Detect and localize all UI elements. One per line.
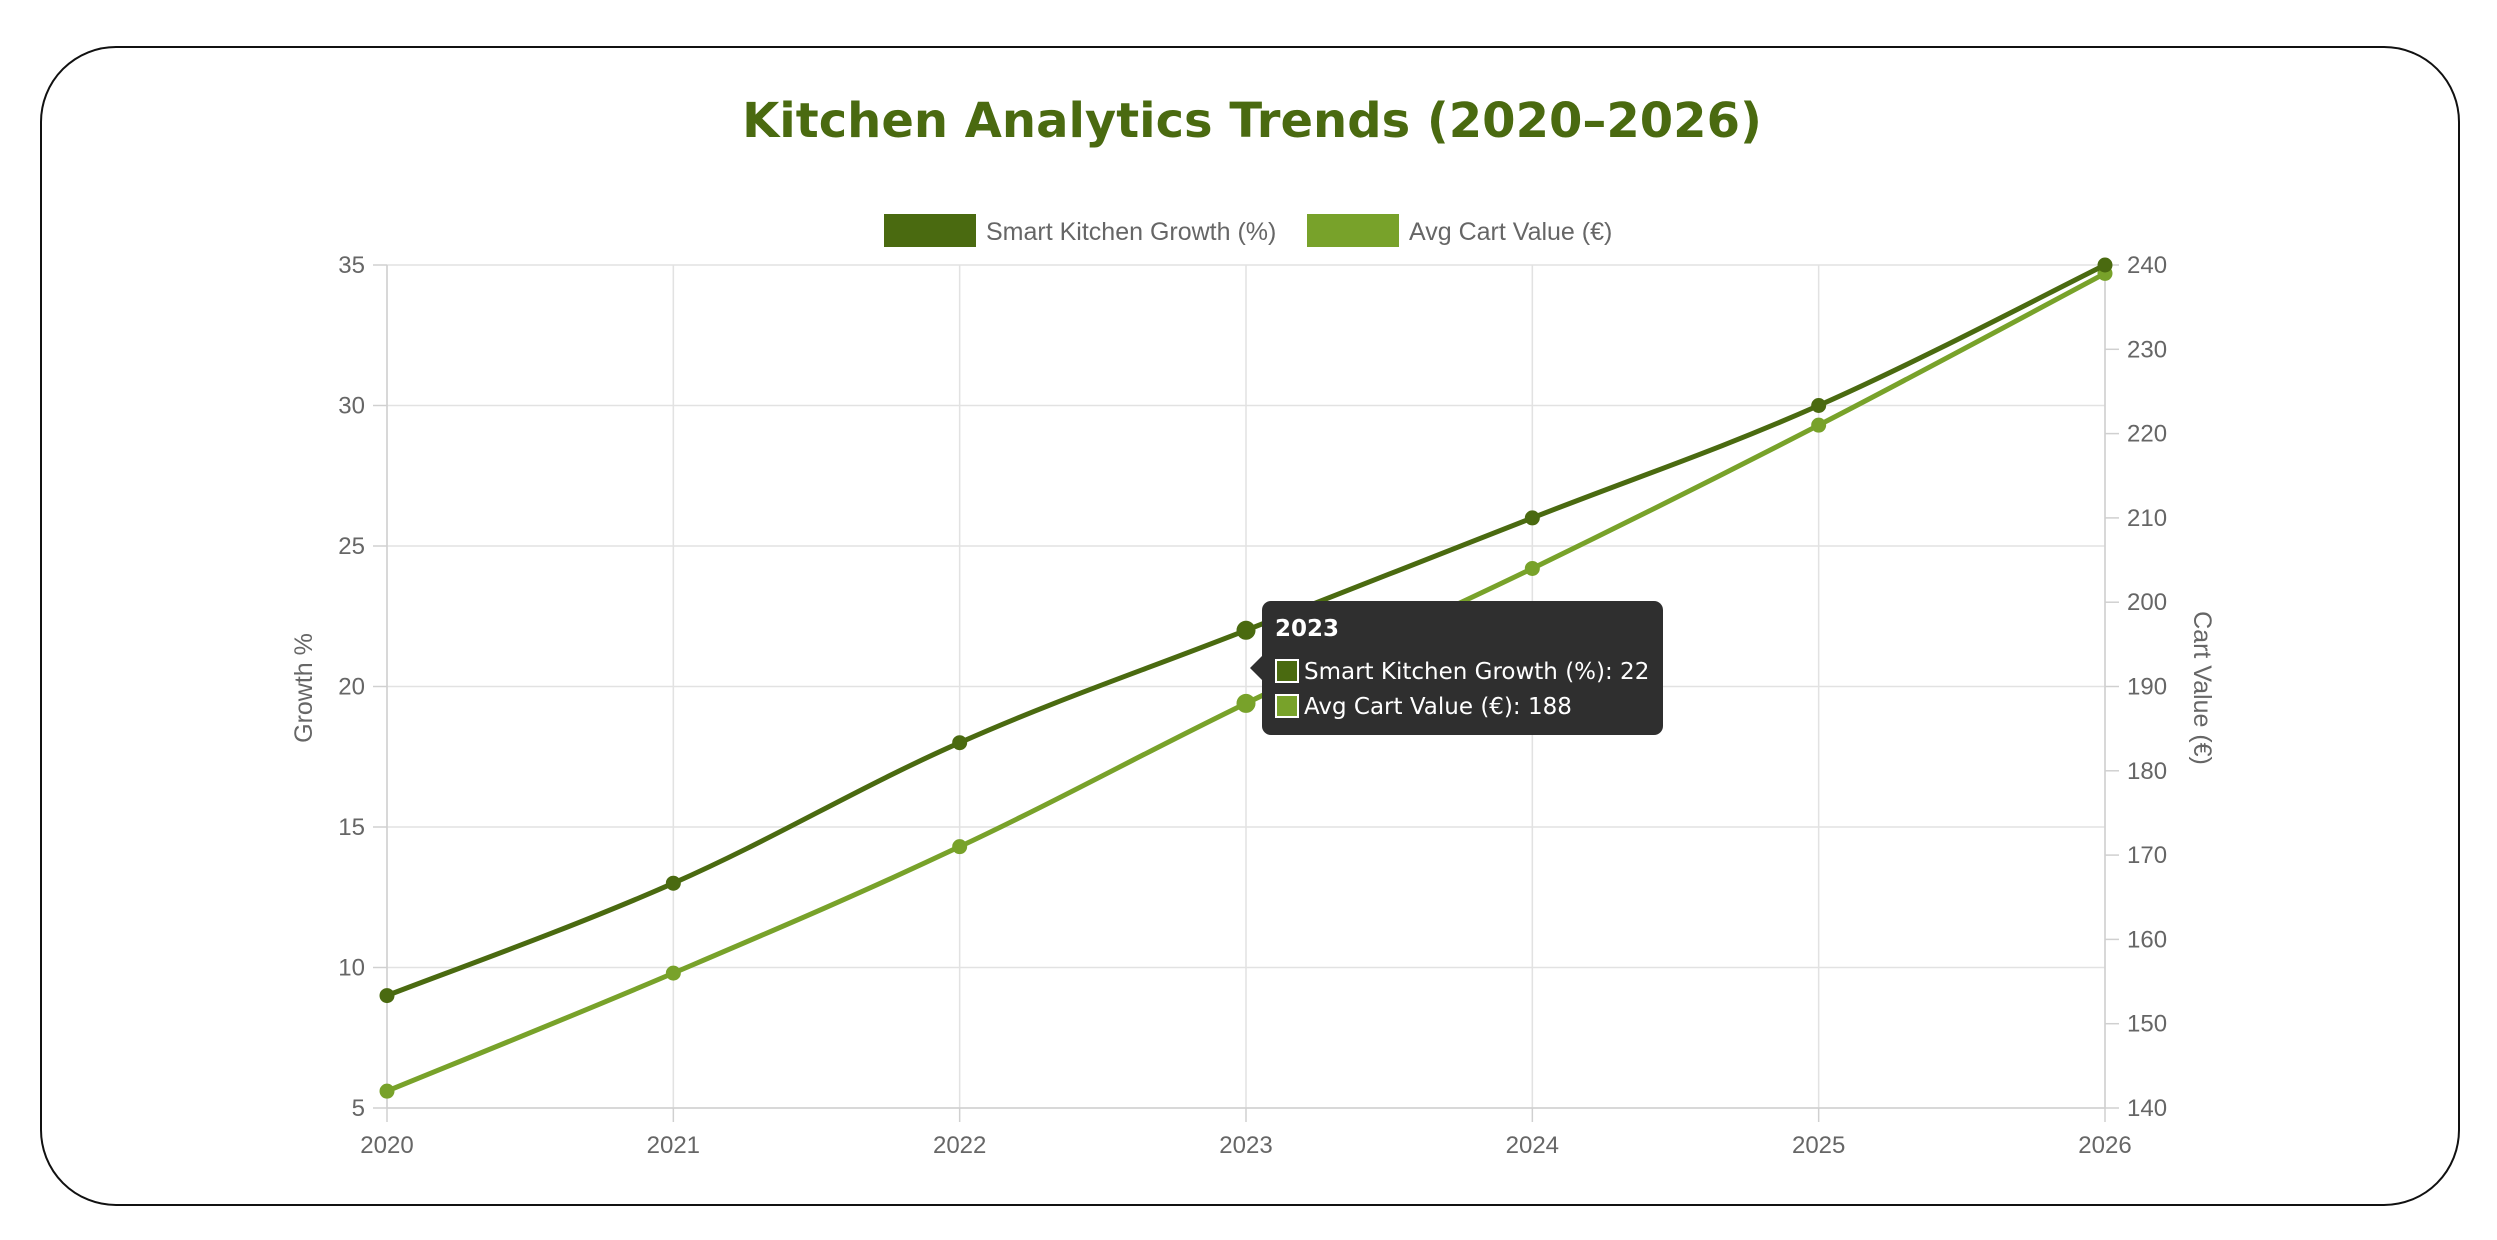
tooltip: 2023 Smart Kitchen Growth (%): 22 Avg Ca… <box>1250 601 1663 735</box>
y-right-tick-label: 190 <box>2127 674 2167 701</box>
y-right-tick-label: 220 <box>2127 421 2167 448</box>
y-right-tick-label: 200 <box>2127 589 2167 616</box>
y-right-tick-label: 180 <box>2127 758 2167 785</box>
data-point-growth[interactable] <box>1811 398 1827 413</box>
data-point-cart[interactable] <box>379 1083 395 1099</box>
tooltip-box <box>1262 601 1663 735</box>
tooltip-caret <box>1250 656 1262 680</box>
data-point-growth[interactable] <box>952 735 968 751</box>
legend: Smart Kitchen Growth (%) Avg Cart Value … <box>884 214 1612 247</box>
data-point-growth[interactable] <box>1236 620 1256 640</box>
y-right-axis-title: Cart Value (€) <box>2188 611 2216 765</box>
x-tick-label: 2021 <box>647 1132 700 1159</box>
x-tick-label: 2024 <box>1506 1132 1559 1159</box>
legend-label-cart[interactable]: Avg Cart Value (€) <box>1409 218 1612 246</box>
data-point-cart[interactable] <box>952 839 968 855</box>
data-point-growth[interactable] <box>379 988 395 1004</box>
y-left-tick-label: 5 <box>352 1095 365 1122</box>
data-point-cart[interactable] <box>1811 417 1827 433</box>
y-right-tick-label: 160 <box>2127 926 2167 953</box>
y-left-tick-label: 35 <box>338 252 365 279</box>
y-left-tick-label: 20 <box>338 674 365 701</box>
y-right-tick-label: 240 <box>2127 252 2167 279</box>
x-tick-label: 2023 <box>1219 1132 1272 1159</box>
data-point-cart[interactable] <box>1524 560 1540 576</box>
legend-swatch-cart[interactable] <box>1307 214 1399 247</box>
data-point-cart[interactable] <box>665 965 681 981</box>
tooltip-title: 2023 <box>1275 616 1339 642</box>
y-left-axis-title: Growth % <box>290 633 318 743</box>
y-left-tick-label: 25 <box>338 533 365 560</box>
axes: 35 30 25 20 15 10 5 240 230 220 210 200 190 180 170 160… <box>338 252 2167 1159</box>
x-tick-label: 2025 <box>1792 1132 1845 1159</box>
data-point-growth[interactable] <box>1524 510 1540 526</box>
x-tick-label: 2026 <box>2078 1132 2131 1159</box>
data-point-growth[interactable] <box>665 875 681 891</box>
y-right-tick-label: 170 <box>2127 842 2167 869</box>
tooltip-swatch-growth <box>1275 659 1299 683</box>
y-right-tick-label: 210 <box>2127 505 2167 532</box>
data-point-cart[interactable] <box>1236 693 1256 713</box>
series <box>379 257 2113 1099</box>
chart-title: Kitchen Analytics Trends (2020–2026) <box>742 93 1762 149</box>
tooltip-swatch-cart <box>1275 694 1299 718</box>
y-right-tick-label: 230 <box>2127 336 2167 363</box>
y-left-tick-label: 15 <box>338 814 365 841</box>
legend-label-growth[interactable]: Smart Kitchen Growth (%) <box>986 218 1276 246</box>
legend-swatch-growth[interactable] <box>884 214 976 247</box>
x-tick-label: 2022 <box>933 1132 986 1159</box>
tooltip-line-cart: Avg Cart Value (€): 188 <box>1304 694 1572 720</box>
y-right-tick-label: 150 <box>2127 1011 2167 1038</box>
data-point-growth[interactable] <box>2097 257 2113 273</box>
y-right-tick-label: 140 <box>2127 1095 2167 1122</box>
x-tick-label: 2020 <box>360 1132 413 1159</box>
y-left-tick-label: 10 <box>338 955 365 982</box>
tooltip-line-growth: Smart Kitchen Growth (%): 22 <box>1304 659 1649 685</box>
y-left-tick-label: 30 <box>338 393 365 420</box>
